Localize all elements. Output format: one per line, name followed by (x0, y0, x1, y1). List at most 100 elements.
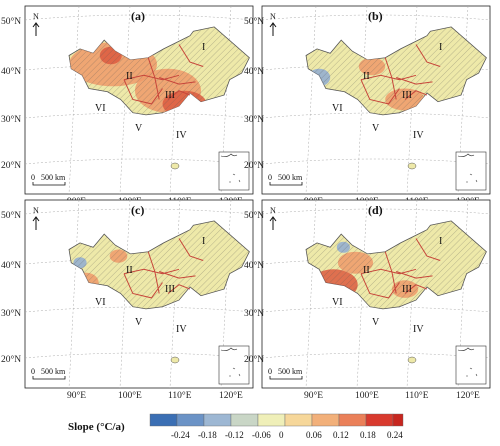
legend-swatch (365, 413, 394, 427)
svg-text:0: 0 (31, 173, 35, 182)
north-arrow: N (269, 12, 277, 36)
scale-bar: 0 500 km (31, 367, 66, 380)
south-china-sea-inset (455, 345, 487, 385)
graticule-line (406, 5, 418, 195)
latitude-label: 40°N (244, 66, 264, 77)
scale-bar: 0 500 km (268, 367, 303, 380)
graticule-line (261, 64, 491, 71)
region-label: VI (95, 103, 106, 114)
graticule-line (261, 112, 491, 119)
graticule-line (356, 199, 368, 389)
island (407, 162, 417, 170)
island (170, 356, 180, 364)
graticule-line (261, 14, 491, 21)
latitude-label: 20°N (1, 354, 21, 365)
legend: Slope (°C/a) -0.24 -0.18 -0.12 -0.06 0 0.06 0.… (68, 413, 404, 440)
latitude-label: 20°N (244, 354, 264, 365)
region-label: V (135, 123, 143, 134)
legend-tick-label: -0.18 (198, 430, 217, 440)
graticule-line (406, 199, 418, 389)
north-arrow: N (32, 12, 40, 36)
graticule-line (305, 5, 317, 195)
longitude-label: 120°E (456, 390, 480, 401)
graticule-line (119, 199, 131, 389)
longitude-label: 120°E (219, 390, 243, 401)
south-china-sea-inset (455, 151, 487, 191)
graticule-line (24, 112, 254, 119)
north-arrow: N (32, 206, 40, 230)
graticule-line (169, 199, 181, 389)
region-label: VI (95, 297, 106, 308)
latitude-label: 20°N (1, 160, 21, 171)
region-label: I (202, 42, 205, 53)
legend-swatch (176, 413, 205, 427)
longitude-label: 90°E (67, 390, 86, 401)
graticule-line (356, 5, 368, 195)
region-label: I (202, 236, 205, 247)
region-label: II (363, 71, 370, 82)
graticule-line (261, 306, 491, 313)
latitude-label: 50°N (1, 16, 21, 27)
latitude-label: 50°N (1, 210, 21, 221)
graticule-line (24, 64, 254, 71)
region-label: IV (176, 324, 187, 335)
longitude-label: 100°E (355, 390, 379, 401)
graticule-line (24, 158, 254, 165)
svg-text:N: N (270, 206, 276, 215)
svg-text:500 km: 500 km (278, 367, 303, 376)
legend-tick-label: 0.24 (387, 430, 403, 440)
legend-swatch (284, 413, 313, 427)
island (170, 162, 180, 170)
svg-text:500 km: 500 km (41, 367, 66, 376)
legend-swatch (230, 413, 259, 427)
region-label: III (402, 90, 412, 101)
latitude-label: 40°N (244, 260, 264, 271)
latitude-label: 40°N (1, 260, 21, 271)
north-arrow: N (269, 206, 277, 230)
panel-label: (a) (131, 9, 145, 23)
legend-swatch (392, 413, 404, 427)
region-label: V (372, 317, 380, 328)
graticule-line (261, 258, 491, 265)
svg-text:N: N (33, 12, 39, 21)
region-label: IV (176, 130, 187, 141)
graticule-line (68, 199, 80, 389)
map-panel: (d)N0 500 kmIIIIIIIVVVI50°N40°N30°N20°N90… (244, 199, 491, 401)
legend-swatch (149, 413, 178, 427)
legend-swatch (338, 413, 367, 427)
panel-label: (d) (368, 203, 383, 217)
latitude-label: 30°N (244, 114, 264, 125)
graticule-line (261, 208, 491, 215)
region-label: II (126, 265, 133, 276)
region-label: V (135, 317, 143, 328)
legend-tick-label: 0.06 (306, 430, 322, 440)
longitude-label: 90°E (304, 390, 323, 401)
legend-swatch (311, 413, 340, 427)
map-panel: (c)N0 500 kmIIIIIIIVVVI50°N40°N30°N20°N90… (1, 199, 254, 401)
region-label: IV (413, 324, 424, 335)
region-label: II (363, 265, 370, 276)
region-label: III (165, 90, 175, 101)
legend-title: Slope (°C/a) (68, 421, 125, 433)
region-label: I (439, 236, 442, 247)
graticule-line (24, 258, 254, 265)
legend-swatch (203, 413, 232, 427)
graticule-line (119, 5, 131, 195)
svg-text:500 km: 500 km (278, 173, 303, 182)
svg-text:N: N (270, 12, 276, 21)
graticule-line (305, 199, 317, 389)
region-label: VI (332, 103, 343, 114)
graticule-line (261, 158, 491, 165)
panel-label: (b) (368, 9, 383, 23)
latitude-label: 30°N (1, 114, 21, 125)
latitude-label: 40°N (1, 66, 21, 77)
region-label: III (165, 284, 175, 295)
graticule-line (68, 5, 80, 195)
panel-label: (c) (131, 203, 144, 217)
legend-tick-label: -0.24 (171, 430, 190, 440)
latitude-label: 30°N (244, 308, 264, 319)
graticule-line (24, 208, 254, 215)
region-label: V (372, 123, 380, 134)
